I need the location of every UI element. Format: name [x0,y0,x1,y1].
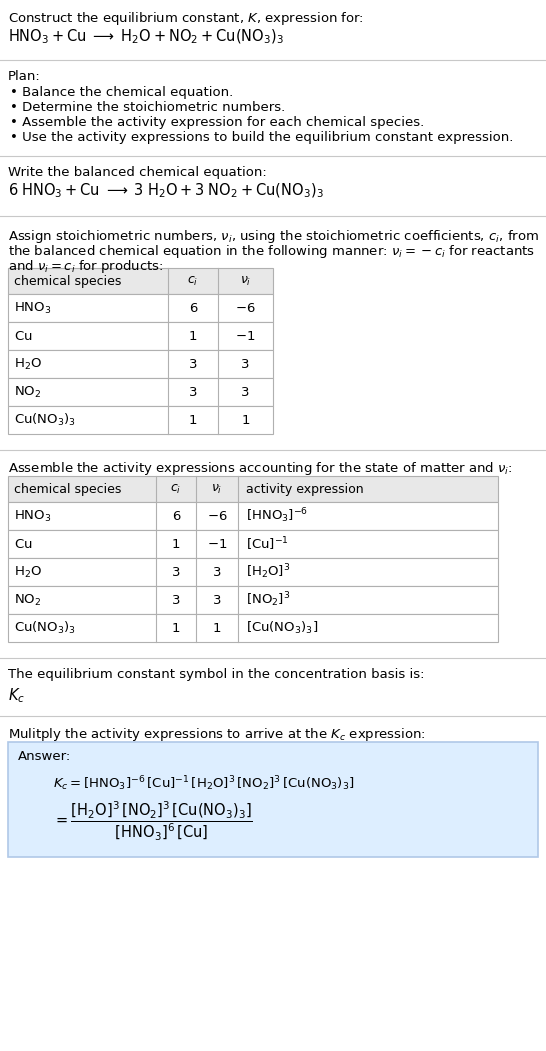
Text: $-6$: $-6$ [235,302,256,314]
Text: $\mathrm{Cu}$: $\mathrm{Cu}$ [14,330,33,343]
Bar [8,350,273,378]
Text: Assemble the activity expressions accounting for the state of matter and $\nu_i$: Assemble the activity expressions accoun… [8,460,513,477]
Text: $[\mathrm{Cu(NO_3)_3}]$: $[\mathrm{Cu(NO_3)_3}]$ [246,620,318,636]
Text: $c_i$: $c_i$ [170,482,182,496]
Bar [8,378,273,406]
Bar [8,502,498,530]
Text: 3: 3 [172,565,180,578]
Text: Answer:: Answer: [18,750,71,763]
Text: 1: 1 [172,537,180,551]
Bar [8,586,498,614]
Text: the balanced chemical equation in the following manner: $\nu_i = -c_i$ for react: the balanced chemical equation in the fo… [8,243,535,260]
Text: $-6$: $-6$ [207,510,227,522]
Text: $c_i$: $c_i$ [187,274,199,288]
Text: 3: 3 [213,594,221,606]
Text: $= \dfrac{[\mathrm{H_2O}]^{3}\,[\mathrm{NO_2}]^{3}\,[\mathrm{Cu(NO_3)_3}]}{[\mat: $= \dfrac{[\mathrm{H_2O}]^{3}\,[\mathrm{… [53,800,253,843]
Text: • Use the activity expressions to build the equilibrium constant expression.: • Use the activity expressions to build … [10,131,513,144]
Text: $[\mathrm{NO_2}]^{3}$: $[\mathrm{NO_2}]^{3}$ [246,591,290,610]
Text: $K_c$: $K_c$ [8,686,25,705]
Text: $\mathrm{6\;HNO_3 + Cu \;\longrightarrow\; 3\;H_2O + 3\;NO_2 + Cu(NO_3)_3}$: $\mathrm{6\;HNO_3 + Cu \;\longrightarrow… [8,182,324,201]
Bar [8,530,498,558]
Text: Mulitply the activity expressions to arrive at the $K_c$ expression:: Mulitply the activity expressions to arr… [8,726,426,743]
Text: $[\mathrm{Cu}]^{-1}$: $[\mathrm{Cu}]^{-1}$ [246,535,289,553]
Bar [8,268,273,294]
Bar [8,476,498,502]
Text: $\mathrm{NO_2}$: $\mathrm{NO_2}$ [14,385,41,399]
Text: chemical species: chemical species [14,482,121,495]
Text: $\mathrm{HNO_3 + Cu \;\longrightarrow\; H_2O + NO_2 + Cu(NO_3)_3}$: $\mathrm{HNO_3 + Cu \;\longrightarrow\; … [8,28,284,46]
Text: $K_c = [\mathrm{HNO_3}]^{-6}\,[\mathrm{Cu}]^{-1}\,[\mathrm{H_2O}]^{3}\,[\mathrm{: $K_c = [\mathrm{HNO_3}]^{-6}\,[\mathrm{C… [53,774,354,792]
Text: chemical species: chemical species [14,274,121,288]
Text: 6: 6 [189,302,197,314]
Bar [8,294,273,322]
Text: 3: 3 [213,565,221,578]
Text: Construct the equilibrium constant, $K$, expression for:: Construct the equilibrium constant, $K$,… [8,11,364,27]
Bar [8,614,498,642]
Text: $\mathrm{HNO_3}$: $\mathrm{HNO_3}$ [14,509,51,523]
Bar [8,406,273,434]
Text: 3: 3 [241,357,250,371]
Text: Plan:: Plan: [8,70,41,83]
Text: 3: 3 [189,386,197,398]
Text: Write the balanced chemical equation:: Write the balanced chemical equation: [8,166,267,179]
Text: $[\mathrm{H_2O}]^{3}$: $[\mathrm{H_2O}]^{3}$ [246,562,290,581]
Text: $[\mathrm{HNO_3}]^{-6}$: $[\mathrm{HNO_3}]^{-6}$ [246,507,308,526]
Text: activity expression: activity expression [246,482,364,495]
Text: $\mathrm{Cu(NO_3)_3}$: $\mathrm{Cu(NO_3)_3}$ [14,412,76,428]
Text: • Determine the stoichiometric numbers.: • Determine the stoichiometric numbers. [10,101,285,114]
Text: $-1$: $-1$ [207,537,227,551]
Text: $\nu_i$: $\nu_i$ [240,274,251,288]
Text: 1: 1 [172,621,180,635]
Text: • Assemble the activity expression for each chemical species.: • Assemble the activity expression for e… [10,116,424,129]
Text: 3: 3 [241,386,250,398]
Text: • Balance the chemical equation.: • Balance the chemical equation. [10,86,233,99]
Bar [8,558,498,586]
Text: $\mathrm{H_2O}$: $\mathrm{H_2O}$ [14,356,42,372]
Text: 6: 6 [172,510,180,522]
Bar [8,322,273,350]
Text: and $\nu_i = c_i$ for products:: and $\nu_i = c_i$ for products: [8,257,164,275]
Text: $\mathrm{HNO_3}$: $\mathrm{HNO_3}$ [14,301,51,315]
Text: $-1$: $-1$ [235,330,256,343]
Text: 1: 1 [241,413,250,427]
Text: $\mathrm{H_2O}$: $\mathrm{H_2O}$ [14,564,42,579]
Text: $\mathrm{Cu}$: $\mathrm{Cu}$ [14,537,33,551]
Text: 3: 3 [189,357,197,371]
Text: 1: 1 [213,621,221,635]
Text: $\mathrm{NO_2}$: $\mathrm{NO_2}$ [14,593,41,607]
Bar [8,742,538,857]
Text: 3: 3 [172,594,180,606]
Text: 1: 1 [189,413,197,427]
Text: The equilibrium constant symbol in the concentration basis is:: The equilibrium constant symbol in the c… [8,668,424,681]
Text: $\nu_i$: $\nu_i$ [211,482,223,496]
Text: 1: 1 [189,330,197,343]
Text: $\mathrm{Cu(NO_3)_3}$: $\mathrm{Cu(NO_3)_3}$ [14,620,76,636]
Text: Assign stoichiometric numbers, $\nu_i$, using the stoichiometric coefficients, $: Assign stoichiometric numbers, $\nu_i$, … [8,228,539,245]
